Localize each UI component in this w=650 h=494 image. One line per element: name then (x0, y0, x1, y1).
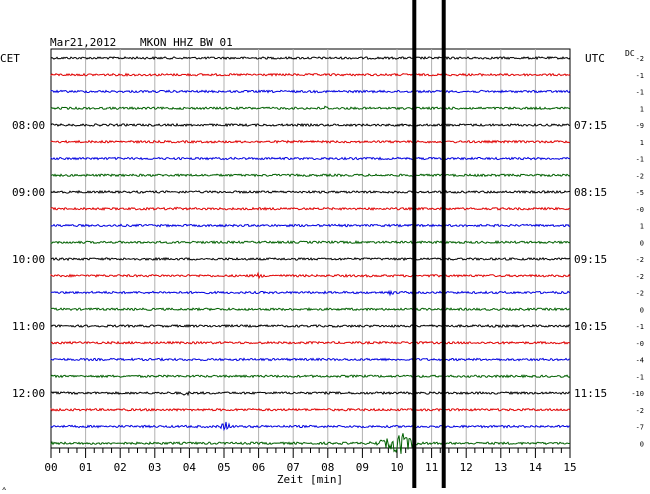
header-station: MKON HHZ BW 01 (140, 36, 233, 49)
dc-offset-label: 0 (640, 440, 644, 448)
trace-row-11 (50, 240, 571, 245)
dc-offset-label: -2 (636, 290, 644, 298)
trace-row-15 (50, 307, 571, 312)
trace-row-18 (50, 357, 571, 362)
right-time-label: 10:15 (574, 320, 607, 333)
trace-row-5 (50, 139, 571, 144)
x-tick-label: 15 (563, 461, 576, 474)
left-time-label: 09:00 (12, 186, 45, 199)
trace-row-19 (50, 374, 571, 379)
left-time-label: 12:00 (12, 387, 45, 400)
trace-row-23 (50, 433, 571, 454)
right-time-label: 08:15 (574, 186, 607, 199)
x-tick-label: 08 (321, 461, 334, 474)
x-tick-label: 12 (460, 461, 473, 474)
trace-row-9 (50, 206, 571, 211)
trace-row-2 (50, 89, 571, 94)
trace-row-20 (50, 390, 571, 397)
dc-offset-label: 1 (640, 105, 644, 113)
dc-offset-label: -9 (636, 122, 644, 130)
x-tick-label: 11 (425, 461, 438, 474)
trace-row-10 (50, 223, 571, 228)
trace-row-7 (50, 173, 571, 178)
right-time-label: 09:15 (574, 253, 607, 266)
label-layer: 00 01 02 03 04 05 06 07 08 09 10 11 12 13 14 15-2-1-11-… (12, 55, 644, 474)
dc-column-label: DC (625, 49, 635, 58)
dc-offset-label: -2 (636, 256, 644, 264)
left-timezone-label: CET (0, 52, 20, 65)
dc-offset-label: -7 (636, 424, 644, 432)
x-tick-label: 05 (217, 461, 230, 474)
right-time-label: 07:15 (574, 119, 607, 132)
dc-offset-label: -4 (636, 357, 644, 365)
dc-offset-label: -10 (631, 390, 644, 398)
trace-row-17 (50, 340, 571, 345)
x-tick-label: 13 (494, 461, 507, 474)
footer-mark: ⟑ (2, 484, 7, 492)
trace-row-6 (50, 156, 571, 161)
right-timezone-label: UTC (585, 52, 605, 65)
left-time-label: 08:00 (12, 119, 45, 132)
x-tick-label: 01 (79, 461, 92, 474)
dc-offset-label: -1 (636, 373, 644, 381)
x-axis-label: Zeit [min] (277, 473, 343, 486)
trace-row-3 (50, 105, 571, 111)
trace-row-12 (50, 256, 571, 262)
x-tick-label: 06 (252, 461, 265, 474)
dc-offset-label: -2 (636, 55, 644, 63)
dc-offset-label: -2 (636, 407, 644, 415)
dc-offset-label: 1 (640, 139, 644, 147)
x-tick-label: 10 (390, 461, 403, 474)
dc-offset-label: -1 (636, 156, 644, 164)
dc-offset-label: 1 (640, 223, 644, 231)
trace-row-13 (50, 271, 571, 280)
dc-offset-label: -2 (636, 273, 644, 281)
dc-offset-label: 0 (640, 239, 644, 247)
marker-layer (412, 0, 446, 488)
dc-offset-label: 0 (640, 306, 644, 314)
x-tick-label: 02 (114, 461, 127, 474)
x-tick-label: 00 (44, 461, 57, 474)
dc-offset-label: -1 (636, 323, 644, 331)
dc-offset-label: -1 (636, 89, 644, 97)
dc-offset-label: -1 (636, 72, 644, 80)
trace-row-0 (50, 55, 571, 61)
trace-row-22 (50, 421, 571, 432)
right-time-label: 11:15 (574, 387, 607, 400)
dc-offset-label: -5 (636, 189, 644, 197)
trace-row-1 (50, 72, 571, 77)
dc-offset-label: -0 (636, 206, 644, 214)
trace-row-21 (50, 407, 571, 412)
trace-row-8 (50, 189, 571, 195)
dc-offset-label: -0 (636, 340, 644, 348)
x-tick-label: 04 (183, 461, 197, 474)
dc-offset-label: -2 (636, 172, 644, 180)
x-tick-label: 03 (148, 461, 161, 474)
x-tick-label: 09 (356, 461, 369, 474)
trace-layer (50, 55, 571, 454)
trace-row-16 (50, 323, 571, 329)
left-time-label: 11:00 (12, 320, 45, 333)
trace-row-14 (50, 289, 571, 297)
grid-layer (50, 48, 571, 458)
x-tick-label: 14 (529, 461, 543, 474)
x-tick-label: 07 (287, 461, 300, 474)
header-date: Mar21,2012 (50, 36, 116, 49)
left-time-label: 10:00 (12, 253, 45, 266)
trace-row-4 (50, 122, 570, 128)
